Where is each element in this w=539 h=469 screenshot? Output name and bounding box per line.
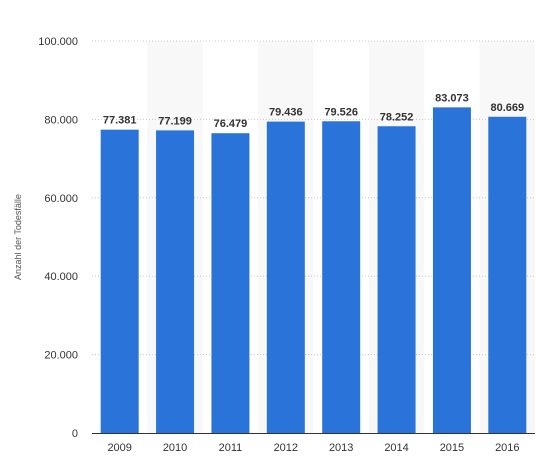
x-tick-label: 2015: [440, 442, 464, 454]
bar: [266, 121, 305, 434]
bar-value-label: 80.669: [490, 102, 524, 114]
bar-value-label: 79.526: [324, 106, 358, 118]
bar-value-label: 76.479: [214, 118, 248, 130]
x-axis-tick-labels: 2009 2010 2011 2012 2013 2014 2015 2016: [107, 442, 519, 454]
y-tick-label: 100.000: [38, 36, 78, 48]
bar: [100, 129, 139, 433]
y-axis-tick-labels: 0 20.000 40.000 60.000 80.000 100.000: [38, 36, 78, 440]
x-tick-label: 2009: [107, 442, 131, 454]
bar-value-label: 79.436: [269, 107, 303, 119]
y-axis-label: Anzahl der Todesfälle: [13, 194, 23, 280]
y-tick-label: 20.000: [44, 350, 78, 362]
x-tick-label: 2014: [384, 442, 408, 454]
bars: [100, 107, 527, 434]
bar: [322, 121, 361, 433]
bar: [211, 133, 250, 433]
x-tick-label: 2011: [219, 442, 243, 454]
bar: [488, 116, 527, 433]
x-tick-label: 2012: [274, 442, 298, 454]
y-tick-label: 60.000: [44, 193, 78, 205]
bar: [156, 130, 195, 433]
bar: [377, 126, 416, 433]
bar-value-label: 77.381: [103, 115, 137, 127]
x-tick-label: 2013: [329, 442, 353, 454]
bar-value-label: 78.252: [380, 111, 414, 123]
x-tick-label: 2016: [495, 442, 519, 454]
y-tick-label: 40.000: [44, 271, 78, 283]
y-tick-label: 0: [72, 428, 78, 440]
y-tick-label: 80.000: [44, 114, 78, 126]
bar-value-label: 77.199: [158, 115, 192, 127]
x-tick-label: 2010: [163, 442, 187, 454]
bar: [432, 107, 471, 433]
data-labels: 77.381 77.199 76.479 79.436 79.526 78.252 83.0…: [103, 92, 524, 130]
bar-value-label: 83.073: [435, 92, 469, 104]
